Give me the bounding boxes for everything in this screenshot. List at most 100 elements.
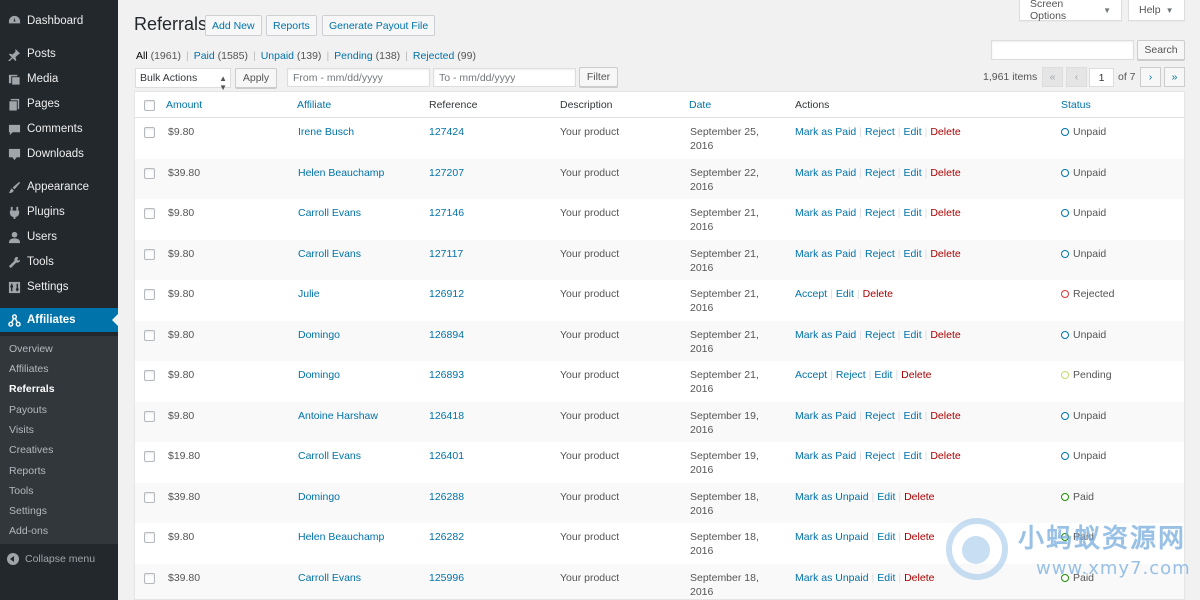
mark-as-paid-action[interactable]: Mark as Paid	[795, 328, 857, 341]
current-page-input[interactable]: 1	[1089, 68, 1114, 87]
menu-item-settings[interactable]: Settings	[0, 275, 118, 299]
accept-action[interactable]: Accept	[795, 288, 828, 300]
delete-action[interactable]: Delete	[901, 369, 932, 381]
edit-action[interactable]: Edit	[835, 288, 854, 300]
row-checkbox[interactable]	[144, 491, 155, 503]
affiliate-link[interactable]: Carroll Evans	[298, 247, 362, 260]
mark-as-unpaid-action[interactable]: Mark as Unpaid	[795, 531, 869, 543]
edit-action[interactable]: Edit	[903, 247, 922, 260]
menu-item-tools[interactable]: Tools	[0, 250, 118, 274]
reference-link[interactable]: 126912	[429, 288, 465, 300]
filter-paid[interactable]: Paid (1585)	[194, 50, 248, 62]
first-page-button[interactable]: «	[1042, 67, 1063, 87]
edit-action[interactable]: Edit	[903, 126, 922, 138]
delete-action[interactable]: Delete	[930, 328, 961, 341]
row-checkbox[interactable]	[144, 572, 155, 584]
reject-action[interactable]: Reject	[865, 166, 895, 179]
submenu-referrals[interactable]: Referrals	[9, 383, 55, 395]
submenu-overview[interactable]: Overview	[9, 343, 53, 355]
reference-link[interactable]: 126894	[429, 328, 465, 341]
menu-item-plugins[interactable]: Plugins	[0, 200, 118, 224]
reject-action[interactable]: Reject	[865, 328, 895, 341]
reference-link[interactable]: 127146	[429, 207, 465, 219]
menu-item-media[interactable]: Media	[0, 67, 118, 91]
delete-action[interactable]: Delete	[930, 409, 961, 422]
bulk-actions-select[interactable]: Bulk Actions ▲ ▼	[135, 68, 231, 92]
affiliate-link[interactable]: Irene Busch	[298, 126, 355, 138]
filter-button[interactable]: Filter	[579, 67, 618, 87]
submenu-reports[interactable]: Reports	[9, 465, 46, 477]
row-checkbox[interactable]	[144, 127, 155, 138]
screen-options-button[interactable]: Screen Options ▼	[1019, 0, 1122, 22]
column-status[interactable]: Status	[1061, 99, 1091, 111]
submenu-visits[interactable]: Visits	[9, 424, 34, 436]
reference-link[interactable]: 127117	[429, 247, 464, 260]
help-button[interactable]: Help ▼	[1128, 0, 1185, 21]
prev-page-button[interactable]: ‹	[1066, 67, 1087, 87]
generate-payout-file-button[interactable]: Generate Payout File	[322, 15, 436, 36]
affiliate-link[interactable]: Domingo	[298, 369, 341, 381]
menu-item-affiliates[interactable]: Affiliates	[0, 308, 118, 332]
reference-link[interactable]: 126282	[429, 531, 465, 543]
delete-action[interactable]: Delete	[862, 288, 894, 300]
delete-action[interactable]: Delete	[904, 571, 935, 584]
submenu-creatives[interactable]: Creatives	[9, 444, 54, 456]
submenu-payouts[interactable]: Payouts	[9, 404, 47, 416]
mark-as-paid-action[interactable]: Mark as Paid	[795, 126, 857, 138]
search-input[interactable]	[991, 40, 1134, 60]
reject-action[interactable]: Reject	[835, 369, 866, 381]
reference-link[interactable]: 126401	[429, 450, 465, 462]
collapse-menu-button[interactable]: Collapse menu	[7, 553, 95, 565]
column-date[interactable]: Date	[689, 99, 712, 111]
reject-action[interactable]: Reject	[865, 126, 895, 138]
mark-as-paid-action[interactable]: Mark as Paid	[795, 207, 857, 219]
mark-as-paid-action[interactable]: Mark as Paid	[795, 409, 857, 422]
delete-action[interactable]: Delete	[930, 126, 961, 138]
affiliate-link[interactable]: Julie	[298, 288, 320, 300]
column-affiliate[interactable]: Affiliate	[297, 99, 332, 111]
to-date-input[interactable]: To - mm/dd/yyyy	[433, 68, 576, 87]
reference-link[interactable]: 126288	[429, 490, 465, 503]
edit-action[interactable]: Edit	[877, 531, 896, 543]
menu-item-users[interactable]: Users	[0, 225, 118, 249]
search-button[interactable]: Search	[1137, 40, 1185, 60]
row-checkbox[interactable]	[144, 329, 155, 341]
row-checkbox[interactable]	[144, 167, 155, 179]
delete-action[interactable]: Delete	[930, 247, 961, 260]
affiliate-link[interactable]: Helen Beauchamp	[298, 531, 385, 543]
reference-link[interactable]: 126418	[429, 409, 465, 422]
submenu-settings[interactable]: Settings	[9, 505, 47, 517]
row-checkbox[interactable]	[144, 370, 155, 381]
edit-action[interactable]: Edit	[903, 450, 922, 462]
edit-action[interactable]: Edit	[903, 328, 922, 341]
menu-item-comments[interactable]: Comments	[0, 117, 118, 141]
edit-action[interactable]: Edit	[877, 490, 896, 503]
edit-action[interactable]: Edit	[903, 207, 922, 219]
menu-item-appearance[interactable]: Appearance	[0, 175, 118, 199]
affiliate-link[interactable]: Carroll Evans	[298, 450, 362, 462]
submenu-addons[interactable]: Add-ons	[9, 525, 49, 537]
last-page-button[interactable]: »	[1164, 67, 1185, 87]
filter-pending[interactable]: Pending (138)	[334, 50, 400, 62]
menu-item-pages[interactable]: Pages	[0, 92, 118, 116]
row-checkbox[interactable]	[144, 248, 155, 260]
delete-action[interactable]: Delete	[930, 166, 961, 179]
affiliate-link[interactable]: Carroll Evans	[298, 207, 362, 219]
filter-all[interactable]: All (1961)	[136, 50, 181, 62]
accept-action[interactable]: Accept	[795, 369, 828, 381]
edit-action[interactable]: Edit	[903, 166, 922, 179]
filter-unpaid[interactable]: Unpaid (139)	[261, 50, 322, 62]
row-checkbox[interactable]	[144, 289, 155, 300]
delete-action[interactable]: Delete	[904, 531, 935, 543]
apply-button[interactable]: Apply	[235, 68, 277, 88]
reference-link[interactable]: 127207	[429, 166, 465, 179]
reports-button[interactable]: Reports	[266, 15, 317, 36]
reject-action[interactable]: Reject	[865, 450, 895, 462]
delete-action[interactable]: Delete	[930, 207, 961, 219]
reference-link[interactable]: 127424	[429, 126, 465, 138]
reference-link[interactable]: 126893	[429, 369, 465, 381]
row-checkbox[interactable]	[144, 208, 155, 219]
reject-action[interactable]: Reject	[865, 409, 895, 422]
mark-as-paid-action[interactable]: Mark as Paid	[795, 247, 857, 260]
column-amount[interactable]: Amount	[166, 99, 203, 111]
